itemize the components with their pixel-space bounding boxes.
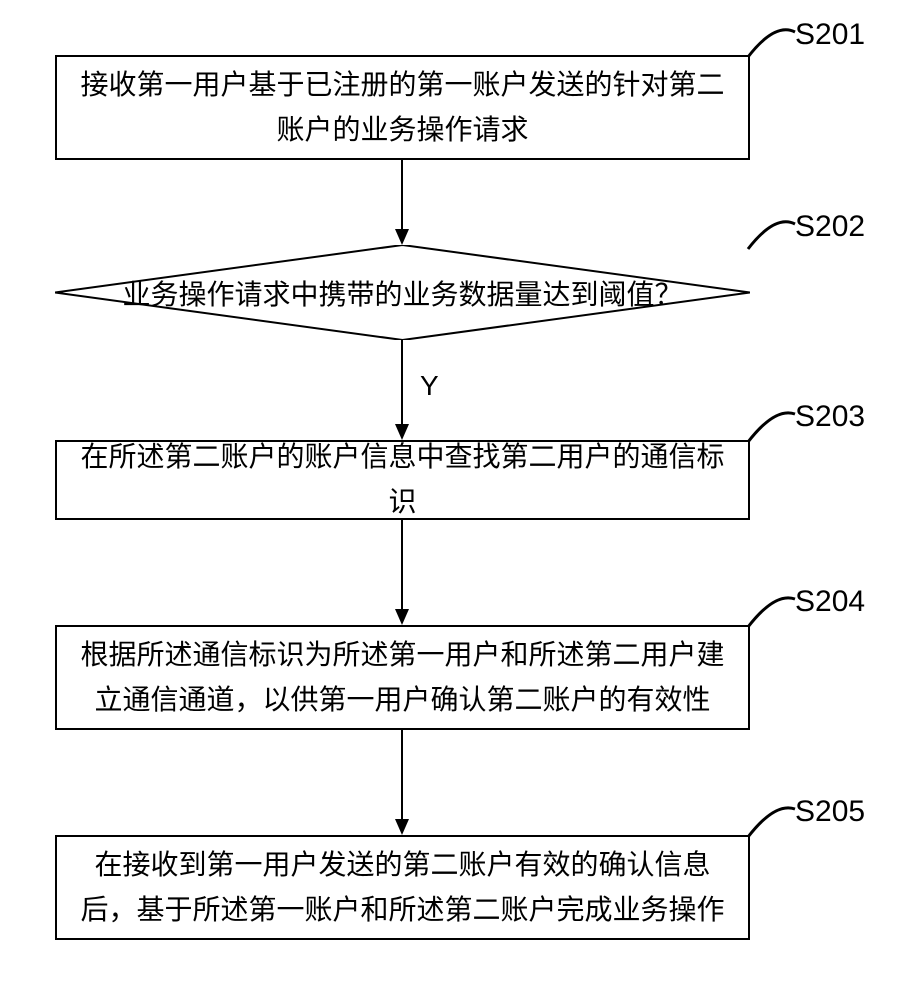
flow-node-s204: 根据所述通信标识为所述第一用户和所述第二用户建立通信通道，以供第一用户确认第二账… [55,625,750,730]
step-label-s201: S201 [795,18,865,52]
edge-arrowhead [395,609,409,625]
edge-arrowhead [395,819,409,835]
callout-curve [748,30,795,57]
step-label-s202: S202 [795,210,865,244]
flow-node-text: 在接收到第一用户发送的第二账户有效的确认信息后，基于所述第一账户和所述第二账户完… [77,843,728,933]
edge-arrowhead [395,229,409,245]
edge-label: Y [420,370,439,402]
flow-node-text: 接收第一用户基于已注册的第一账户发送的针对第二账户的业务操作请求 [77,63,728,153]
callout-curve [748,222,795,249]
flow-node-text: 在所述第二账户的账户信息中查找第二用户的通信标识 [77,435,728,525]
flow-node-s203: 在所述第二账户的账户信息中查找第二用户的通信标识 [55,440,750,520]
flow-node-s201: 接收第一用户基于已注册的第一账户发送的针对第二账户的业务操作请求 [55,55,750,160]
step-label-s204: S204 [795,585,865,619]
flow-node-text: 根据所述通信标识为所述第一用户和所述第二用户建立通信通道，以供第一用户确认第二账… [77,633,728,723]
callout-curve [748,413,795,442]
flow-node-text: 业务操作请求中携带的业务数据量达到阈值？ [55,245,750,340]
step-label-s203: S203 [795,400,865,434]
flow-node-s202: 业务操作请求中携带的业务数据量达到阈值？ [55,245,750,340]
callout-curve [748,808,795,837]
step-label-s205: S205 [795,795,865,829]
callout-curve [748,598,795,627]
flow-node-s205: 在接收到第一用户发送的第二账户有效的确认信息后，基于所述第一账户和所述第二账户完… [55,835,750,940]
flowchart-canvas: 接收第一用户基于已注册的第一账户发送的针对第二账户的业务操作请求业务操作请求中携… [0,0,898,1000]
